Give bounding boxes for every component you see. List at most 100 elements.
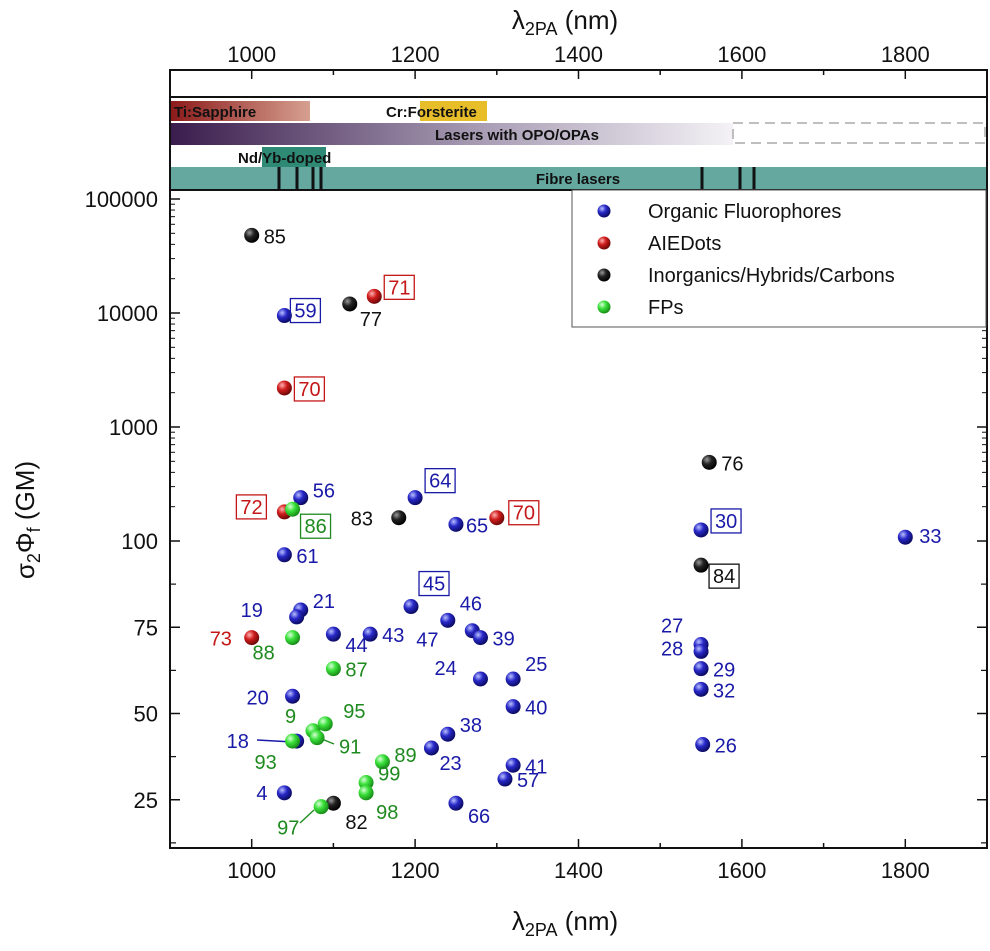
point-organic-fluorophores-43 — [362, 626, 378, 642]
point-inorganics-hybrids-carbons-85 — [244, 227, 260, 243]
axis-title-lambda: λ — [512, 5, 525, 35]
point-organic-fluorophores-28 — [693, 643, 709, 659]
top-tick-label: 1800 — [881, 42, 930, 67]
point-label: 72 — [240, 497, 262, 519]
x-tick-label: 1200 — [391, 858, 440, 883]
leader-line-97 — [299, 809, 315, 824]
point-label: 41 — [525, 756, 547, 778]
point-inorganics-hybrids-carbons-83 — [391, 510, 407, 526]
legend-marker — [597, 300, 611, 314]
point-organic-fluorophores-56 — [293, 490, 309, 506]
legend-marker — [597, 204, 611, 218]
x-axis-ticks: 1000 1200 1400 1600 1800 — [169, 839, 988, 883]
point-label: 97 — [277, 818, 299, 840]
point-fps-93 — [285, 733, 301, 749]
y-tick-label: 75 — [134, 615, 158, 640]
axis-title-unit: (nm) — [558, 906, 619, 936]
point-label: 4 — [256, 783, 267, 805]
legend-label: FPs — [648, 297, 684, 319]
point-inorganics-hybrids-carbons-77 — [342, 296, 358, 312]
legend-label: Inorganics/Hybrids/Carbons — [648, 265, 895, 287]
point-fps-97 — [313, 799, 329, 815]
point-label: 43 — [382, 625, 404, 647]
point-fps-88 — [285, 630, 301, 646]
y-tick-label: 100 — [121, 529, 158, 554]
point-label: 87 — [345, 660, 367, 682]
x-tick-label: 1600 — [717, 858, 766, 883]
point-label: 61 — [296, 546, 318, 568]
y-tick-label: 1000 — [109, 415, 158, 440]
ti-sapphire-label: Ti:Sapphire — [174, 104, 256, 121]
point-organic-fluorophores-61 — [276, 547, 292, 563]
point-organic-fluorophores-66 — [448, 795, 464, 811]
point-inorganics-hybrids-carbons-76 — [701, 454, 717, 470]
point-organic-fluorophores-19 — [289, 609, 305, 625]
point-label: 47 — [416, 630, 438, 652]
point-label-box — [289, 297, 322, 324]
point-organic-fluorophores-38 — [440, 726, 456, 742]
point-label-box — [383, 274, 415, 300]
point-organic-fluorophores-33 — [897, 529, 913, 545]
point-label: 25 — [525, 654, 547, 676]
ti-sapphire-bar — [170, 101, 310, 121]
point-label: 89 — [394, 745, 416, 767]
point-fps-98 — [358, 785, 374, 801]
point-label-box — [508, 500, 540, 526]
point-aiedots-73 — [244, 630, 260, 646]
point-label: 30 — [715, 511, 737, 533]
y-title-part: Φ — [10, 532, 40, 553]
point-label: 93 — [255, 752, 277, 774]
point-label: 26 — [715, 736, 737, 758]
y-title-part: f — [24, 526, 44, 532]
fibre-lines — [277, 167, 756, 189]
top-tick-label: 1600 — [717, 42, 766, 67]
point-label: 64 — [429, 471, 451, 493]
point-label: 28 — [661, 638, 683, 660]
opo-bar — [170, 123, 733, 145]
axis-title-sub: 2PA — [525, 19, 558, 39]
point-label: 32 — [713, 680, 735, 702]
point-label: 19 — [241, 600, 263, 622]
point-label: 29 — [713, 660, 735, 682]
point-label: 66 — [468, 806, 490, 828]
point-label-box — [710, 508, 742, 534]
point-organic-fluorophores-40 — [505, 699, 521, 715]
opo-label: Lasers with OPO/OPAs — [435, 127, 599, 144]
point-organic-fluorophores-4 — [276, 785, 292, 801]
nd-yb-bar — [262, 147, 326, 167]
point-label: 57 — [517, 770, 539, 792]
point-label: 40 — [525, 698, 547, 720]
point-fps-86 — [285, 501, 301, 517]
y-tick-label: 50 — [134, 702, 158, 727]
legend-box — [571, 189, 987, 328]
point-label: 59 — [294, 301, 316, 323]
point-label: 73 — [210, 629, 232, 651]
point-organic-fluorophores-59 — [276, 308, 292, 324]
fibre-bar — [170, 167, 987, 189]
point-label-box — [299, 513, 332, 539]
point-label: 65 — [466, 515, 488, 537]
point-fps-91 — [309, 730, 325, 746]
point-aiedots-70 — [489, 510, 505, 526]
point-fps-95 — [317, 716, 333, 732]
point-label: 98 — [376, 802, 398, 824]
y-tick-label: 100000 — [85, 187, 158, 212]
point-fps-87 — [325, 661, 341, 677]
x-axis-title: λ2PA (nm) — [512, 906, 618, 940]
point-label: 44 — [345, 635, 367, 657]
point-organic-fluorophores-39 — [472, 630, 488, 646]
point-label: 86 — [305, 516, 327, 538]
point-organic-fluorophores-30 — [693, 522, 709, 538]
point-label-box — [424, 468, 456, 494]
point-organic-fluorophores-44 — [325, 626, 341, 642]
point-label: 91 — [339, 737, 361, 759]
point-organic-fluorophores-23 — [423, 740, 439, 756]
point-organic-fluorophores-57 — [497, 771, 513, 787]
opo-extension-dashed — [732, 122, 986, 144]
x-tick-label: 1800 — [881, 858, 930, 883]
point-label: 18 — [227, 731, 249, 753]
cr-forsterite-bar — [420, 101, 487, 121]
y-title-part: (GM) — [10, 461, 40, 527]
axis-title-sub: 2PA — [525, 920, 558, 940]
